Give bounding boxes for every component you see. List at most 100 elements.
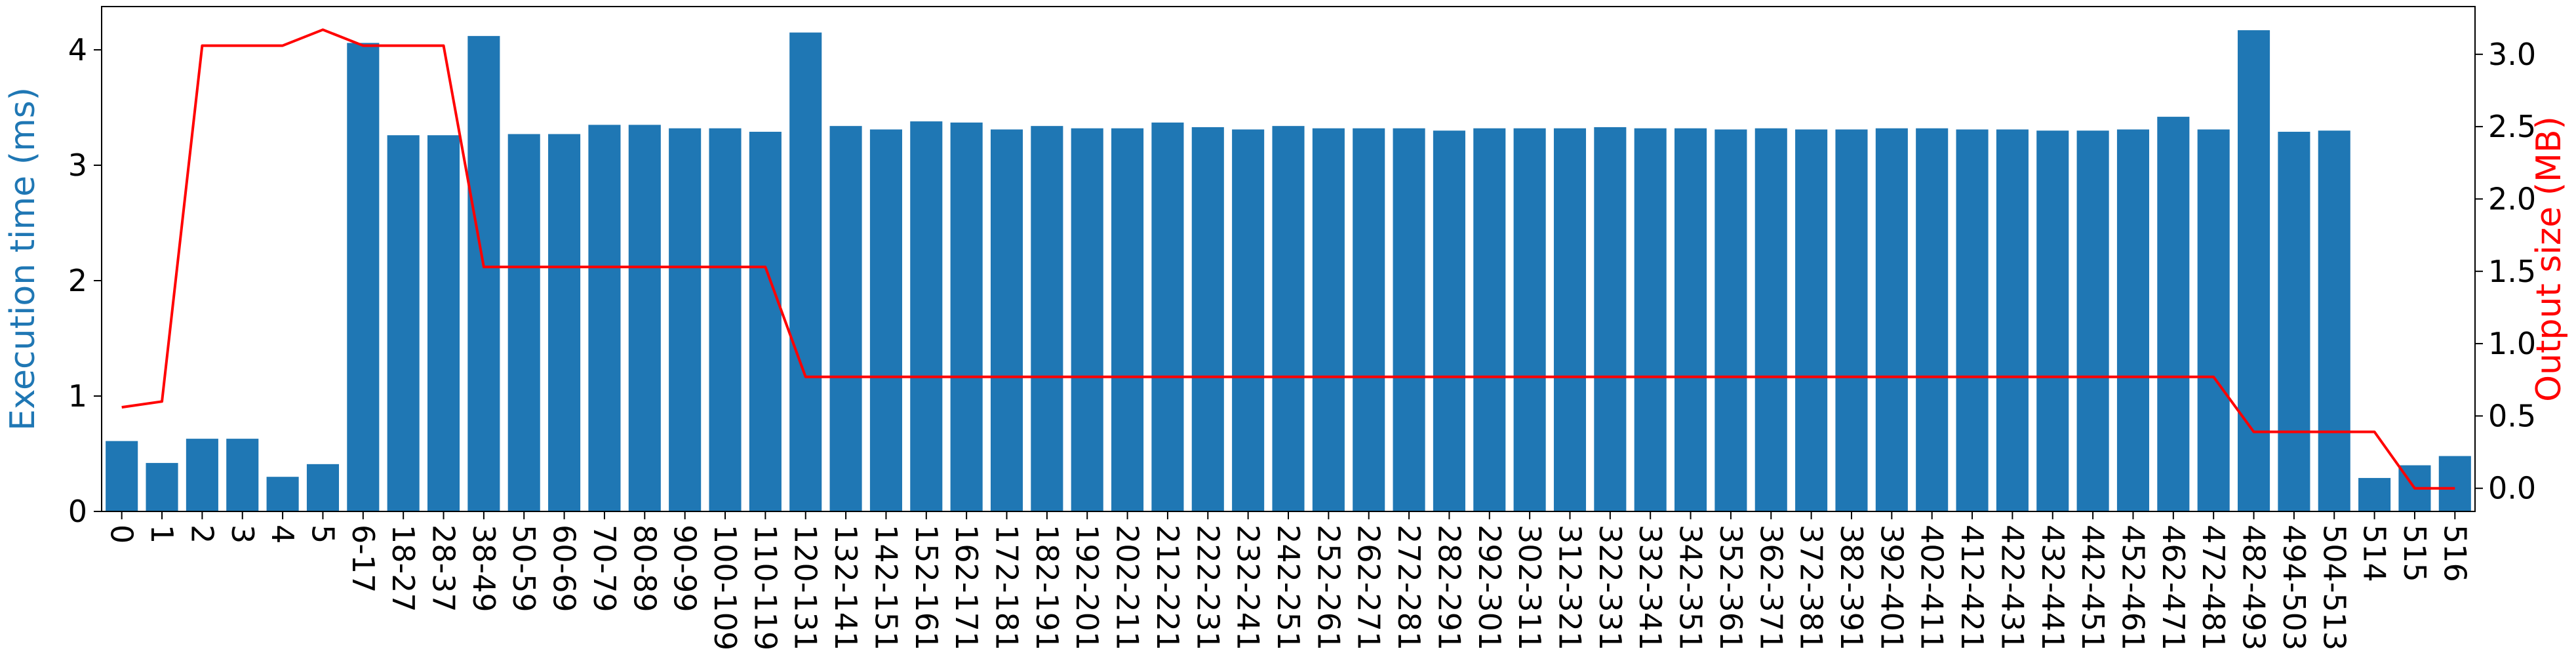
- x-tick-label: 442-451: [2075, 525, 2110, 650]
- x-tick-label: 120-131: [788, 525, 823, 650]
- x-tick-label: 212-221: [1150, 525, 1185, 650]
- x-tick-label: 342-351: [1673, 525, 1709, 650]
- bar-292-301: [1473, 128, 1506, 511]
- bar-172-181: [990, 129, 1023, 511]
- x-tick-label: 222-231: [1190, 525, 1225, 650]
- x-tick-label: 172-181: [989, 525, 1025, 650]
- x-tick-label: 332-341: [1633, 525, 1668, 650]
- x-tick-label: 132-141: [828, 525, 863, 650]
- x-tick-label: 162-171: [949, 525, 984, 650]
- right-y-tick-label: 1.5: [2488, 254, 2536, 289]
- bar-38-49: [467, 35, 500, 511]
- bar-4: [266, 477, 299, 511]
- bar-514: [2358, 477, 2391, 511]
- x-tick-label: 392-401: [1874, 525, 1909, 650]
- x-tick-label: 90-99: [667, 525, 703, 612]
- x-axis: 0 1 2 3 4 5 6-17 18-27 28-37 38-49 50-59 60-69 70-79…: [104, 511, 2472, 650]
- x-tick-label: 242-251: [1271, 525, 1306, 650]
- output-size-line-series: [121, 28, 2455, 490]
- x-tick-label: 110-119: [747, 525, 783, 650]
- right-y-tick-label: 2.0: [2488, 181, 2536, 216]
- x-tick-label: 312-321: [1552, 525, 1587, 650]
- bar-222-231: [1191, 127, 1224, 512]
- x-tick-label: 372-381: [1794, 525, 1829, 650]
- x-tick-label: 482-493: [2236, 525, 2272, 650]
- bar-252-261: [1312, 128, 1345, 511]
- bar-494-503: [2278, 131, 2310, 511]
- x-tick-label: 504-513: [2316, 525, 2352, 650]
- right-y-axis: 0.0 0.5 1.0 1.5 2.0 2.5 3.0: [2475, 37, 2536, 506]
- x-tick-label: 80-89: [627, 525, 662, 612]
- x-tick-label: 18-27: [386, 525, 421, 612]
- bar-70-79: [588, 125, 621, 511]
- bar-50-59: [507, 134, 540, 512]
- left-y-tick-label: 3: [68, 148, 87, 183]
- bar-202-211: [1111, 128, 1144, 511]
- x-tick-label: 514: [2357, 525, 2392, 582]
- bar-100-109: [709, 128, 742, 511]
- bar-262-271: [1353, 128, 1385, 511]
- right-y-tick-label: 0.5: [2488, 398, 2536, 433]
- x-tick-label: 4: [265, 525, 300, 544]
- bar-18-27: [387, 135, 420, 512]
- x-tick-label: 462-471: [2156, 525, 2191, 650]
- bar-504-513: [2318, 130, 2350, 511]
- x-tick-label: 202-211: [1110, 525, 1145, 650]
- x-tick-label: 494-503: [2276, 525, 2312, 650]
- bar-412-421: [1956, 129, 1989, 511]
- x-tick-label: 192-201: [1069, 525, 1105, 650]
- x-tick-label: 402-411: [1914, 525, 1950, 650]
- bar-392-401: [1875, 128, 1908, 511]
- bar-402-411: [1916, 128, 1949, 511]
- x-tick-label: 362-371: [1753, 525, 1789, 650]
- y-axis-label-left: Execution time (ms): [3, 87, 43, 431]
- left-y-axis: 0 1 2 3 4: [68, 32, 102, 529]
- x-tick-label: 272-281: [1391, 525, 1427, 650]
- bar-332-341: [1634, 128, 1667, 511]
- x-tick-label: 262-271: [1351, 525, 1387, 650]
- bar-162-171: [950, 122, 983, 511]
- bar-422-431: [1996, 129, 2029, 511]
- bar-322-331: [1594, 127, 1627, 512]
- x-tick-label: 352-361: [1713, 525, 1749, 650]
- x-tick-label: 1: [144, 525, 180, 544]
- bar-432-441: [2036, 130, 2069, 511]
- x-tick-label: 432-441: [2035, 525, 2071, 650]
- left-y-tick-label: 4: [68, 32, 87, 68]
- bar-342-351: [1674, 128, 1707, 511]
- bar-242-251: [1272, 126, 1305, 511]
- right-y-tick-label: 1.0: [2488, 326, 2536, 361]
- bar-142-151: [869, 129, 902, 511]
- x-tick-label: 515: [2397, 525, 2432, 582]
- right-y-tick-label: 2.5: [2488, 109, 2536, 144]
- x-tick-label: 382-391: [1834, 525, 1869, 650]
- x-tick-label: 472-481: [2196, 525, 2231, 650]
- right-y-tick-label: 0.0: [2488, 471, 2536, 506]
- x-tick-label: 252-261: [1311, 525, 1346, 650]
- x-tick-label: 50-59: [506, 525, 542, 612]
- x-tick-label: 2: [184, 525, 220, 544]
- bar-80-89: [628, 125, 661, 511]
- bar-series: [106, 30, 2471, 512]
- bar-382-391: [1835, 129, 1868, 511]
- x-tick-label: 412-421: [1954, 525, 1990, 650]
- output-size-line: [121, 28, 2455, 490]
- bar-212-221: [1151, 122, 1184, 511]
- bar-1: [146, 463, 178, 511]
- bar-452-461: [2116, 129, 2150, 511]
- bar-3: [226, 439, 259, 511]
- x-tick-label: 6-17: [346, 525, 381, 593]
- bar-152-161: [910, 121, 943, 511]
- bar-5: [306, 464, 339, 511]
- bar-312-321: [1553, 128, 1587, 511]
- y-axis-label-right: Output size (MB): [2529, 116, 2569, 402]
- bar-2: [186, 439, 218, 511]
- x-tick-label: 516: [2437, 525, 2472, 582]
- bar-352-361: [1714, 129, 1747, 511]
- x-tick-label: 422-431: [1994, 525, 2030, 650]
- bar-362-371: [1754, 128, 1787, 511]
- x-tick-label: 3: [225, 525, 260, 544]
- bar-6-17: [347, 43, 380, 511]
- bar-302-311: [1513, 128, 1546, 511]
- bar-372-381: [1795, 129, 1828, 511]
